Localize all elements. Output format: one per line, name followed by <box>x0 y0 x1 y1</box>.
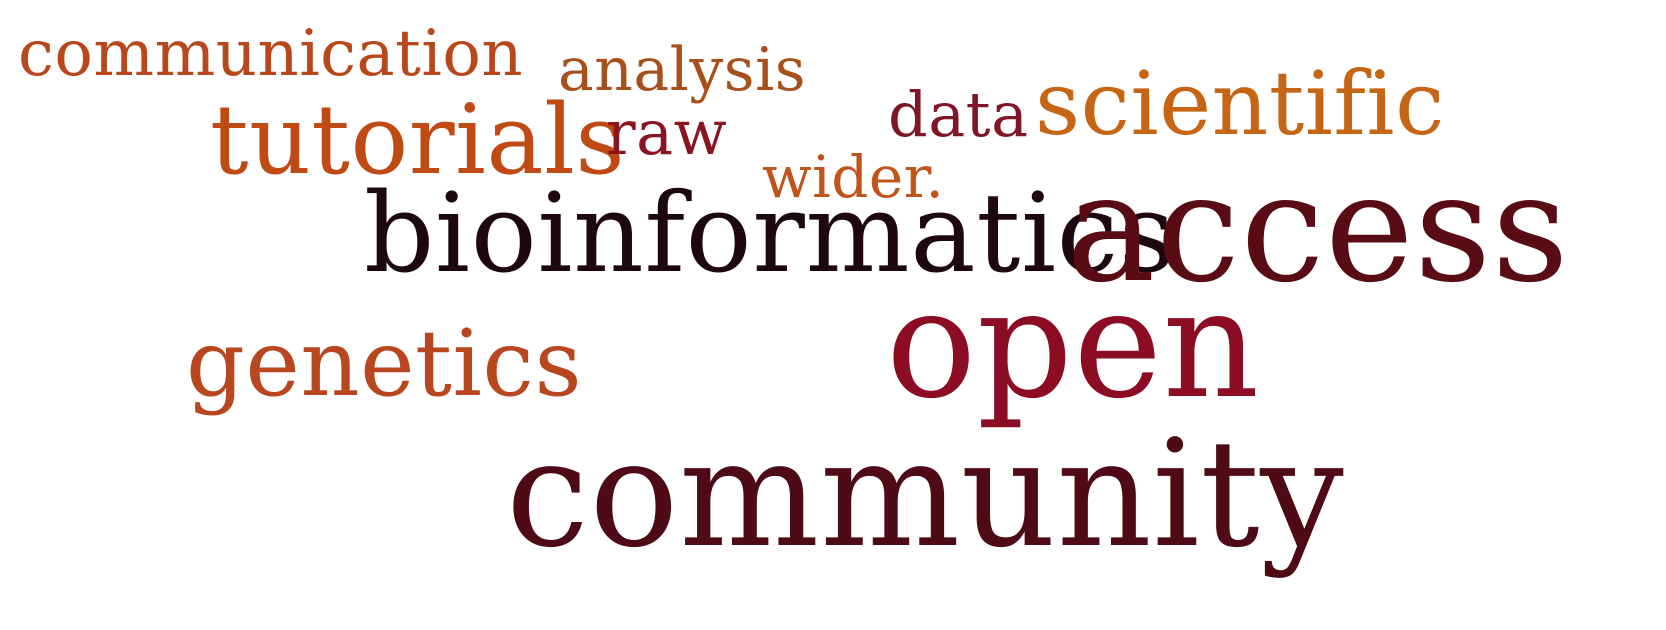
word-raw: raw <box>606 96 728 169</box>
word-analysis: analysis <box>558 35 807 105</box>
word-bioinformatics: bioinformatics <box>364 169 1176 297</box>
word-genetics: genetics <box>186 310 583 417</box>
word-data: data <box>888 78 1029 151</box>
word-tutorials: tutorials <box>210 84 626 196</box>
word-scientific: scientific <box>1035 52 1445 155</box>
word-communication: communication <box>18 17 524 91</box>
word-community: community <box>506 408 1345 580</box>
word-open: open <box>886 258 1260 432</box>
word-access: access <box>1066 142 1570 316</box>
word-wider: wider. <box>762 143 945 211</box>
